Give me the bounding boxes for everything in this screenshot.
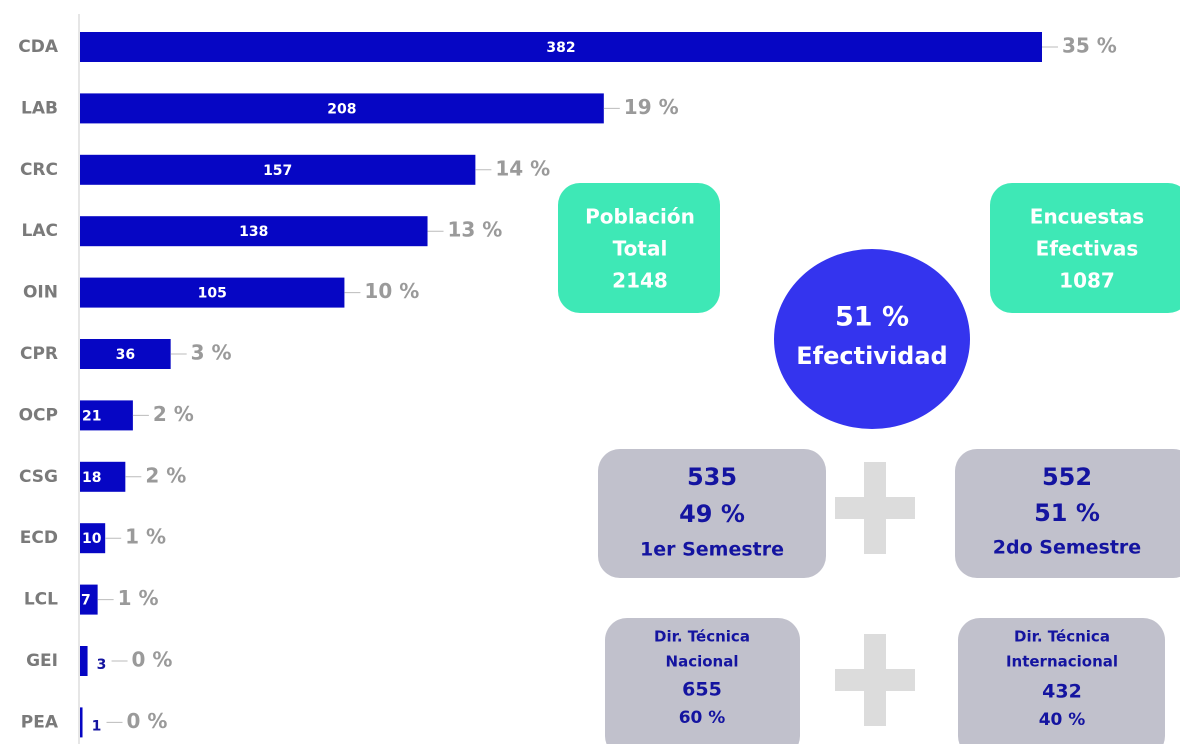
- international-text: Internacional: [1006, 653, 1118, 671]
- surveys-text: Encuestas: [1030, 205, 1144, 229]
- semester-card: [598, 449, 826, 578]
- plus-icon: [835, 497, 915, 519]
- semester-2-text: 552: [1042, 463, 1092, 491]
- value-label: 1: [92, 718, 102, 734]
- value-label: 10: [82, 531, 102, 547]
- bar: [80, 584, 98, 615]
- semester-card: [955, 449, 1180, 578]
- bar: [80, 32, 1042, 62]
- value-label: 138: [239, 224, 268, 240]
- category-label: CSG: [19, 467, 58, 487]
- surveys-text: 1087: [1059, 269, 1115, 293]
- category-label: OIN: [23, 283, 58, 303]
- bar: [80, 707, 83, 738]
- percent-label: 35 %: [1062, 34, 1117, 58]
- bar: [80, 277, 345, 308]
- percent-label: 2 %: [153, 402, 194, 426]
- semester-1-text: 49 %: [679, 500, 745, 528]
- category-label: PEA: [21, 712, 59, 732]
- effectiveness-text: 51 %: [835, 302, 909, 333]
- category-label: CPR: [20, 344, 58, 364]
- semester-1-text: 1er Semestre: [640, 539, 784, 561]
- category-label: CRC: [20, 160, 58, 180]
- value-label: 3: [97, 657, 107, 673]
- direction-card: [605, 618, 800, 744]
- international-text: 40 %: [1039, 710, 1086, 730]
- effectiveness-text: Efectividad: [796, 342, 947, 370]
- value-label: 7: [81, 593, 91, 609]
- percent-label: 1 %: [125, 525, 166, 549]
- category-label: LAC: [22, 221, 58, 241]
- bar: [80, 646, 88, 676]
- surveys-text: Efectivas: [1036, 237, 1139, 261]
- international-text: Dir. Técnica: [1014, 628, 1110, 646]
- bar: [80, 216, 428, 247]
- national-text: Dir. Técnica: [654, 628, 750, 646]
- percent-label: 13 %: [448, 218, 503, 242]
- category-label: LAB: [21, 98, 58, 118]
- percent-label: 0 %: [132, 648, 173, 672]
- bar: [80, 339, 171, 369]
- category-label: LCL: [24, 590, 58, 610]
- international-text: 432: [1042, 681, 1082, 703]
- direction-card: [958, 618, 1165, 744]
- bar: [80, 93, 604, 124]
- semester-1-text: 535: [687, 463, 737, 491]
- category-label: OCP: [19, 405, 58, 425]
- bar: [80, 523, 106, 554]
- national-text: 655: [682, 679, 722, 701]
- bar: [80, 461, 126, 492]
- value-label: 18: [82, 470, 101, 486]
- value-label: 36: [116, 347, 135, 363]
- surveys-card: [990, 183, 1180, 313]
- category-label: ECD: [20, 528, 58, 548]
- percent-label: 2 %: [145, 463, 186, 487]
- percent-label: 0 %: [127, 709, 168, 733]
- percent-label: 19 %: [624, 95, 679, 119]
- value-label: 157: [263, 163, 292, 179]
- national-text: Nacional: [666, 653, 739, 671]
- percent-label: 1 %: [118, 586, 159, 610]
- category-label: GEI: [26, 651, 58, 671]
- percent-label: 14 %: [495, 156, 550, 180]
- population-card: [558, 183, 720, 313]
- semester-2-text: 51 %: [1034, 499, 1100, 527]
- effectiveness-circle: [774, 249, 970, 429]
- bar: [80, 400, 133, 431]
- percent-label: 10 %: [364, 279, 419, 303]
- value-label: 21: [82, 408, 101, 424]
- population-text: Población: [585, 205, 695, 229]
- national-text: 60 %: [679, 708, 726, 728]
- value-label: 208: [327, 101, 356, 117]
- value-label: 382: [546, 40, 575, 56]
- value-label: 105: [198, 286, 227, 302]
- percent-label: 3 %: [191, 341, 232, 365]
- population-text: Total: [613, 237, 668, 261]
- population-text: 2148: [612, 269, 668, 293]
- bar: [80, 154, 476, 185]
- plus-icon: [835, 669, 915, 691]
- category-label: CDA: [18, 37, 59, 57]
- semester-2-text: 2do Semestre: [993, 537, 1141, 559]
